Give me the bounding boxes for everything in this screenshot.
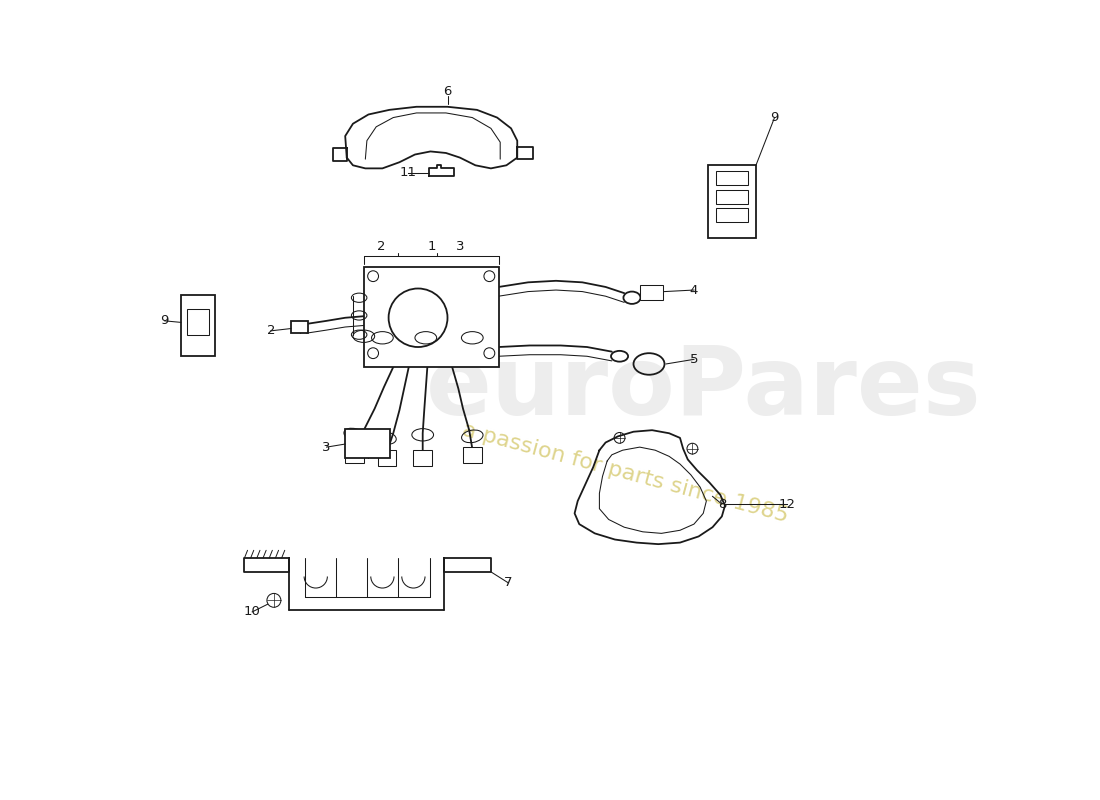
Bar (716, 190, 748, 204)
Bar (708, 166, 756, 238)
Text: 11: 11 (399, 166, 417, 179)
Bar (345, 429, 390, 458)
Text: a passion for parts since 1985: a passion for parts since 1985 (461, 420, 791, 526)
Bar (292, 321, 308, 333)
Text: 2: 2 (266, 324, 275, 338)
Bar (187, 309, 209, 334)
Text: 3: 3 (322, 441, 331, 454)
Bar (716, 209, 748, 222)
Bar (180, 294, 214, 356)
Bar (364, 267, 498, 367)
Bar (716, 171, 748, 186)
Bar (414, 450, 432, 466)
Bar (640, 285, 663, 300)
Bar (377, 450, 396, 466)
Text: 5: 5 (690, 353, 698, 366)
Text: 9: 9 (770, 111, 779, 124)
Bar (463, 447, 482, 462)
Text: 6: 6 (443, 85, 452, 98)
Text: 2: 2 (376, 241, 385, 254)
Text: 7: 7 (504, 576, 513, 589)
Text: euroPares: euroPares (426, 342, 981, 435)
Text: 1: 1 (428, 241, 437, 254)
Text: 12: 12 (779, 498, 795, 510)
Text: 8: 8 (717, 498, 726, 510)
Bar (345, 447, 364, 462)
Text: 10: 10 (244, 606, 261, 618)
Text: 9: 9 (161, 314, 168, 327)
Text: 3: 3 (455, 241, 464, 254)
Text: 4: 4 (690, 283, 698, 297)
